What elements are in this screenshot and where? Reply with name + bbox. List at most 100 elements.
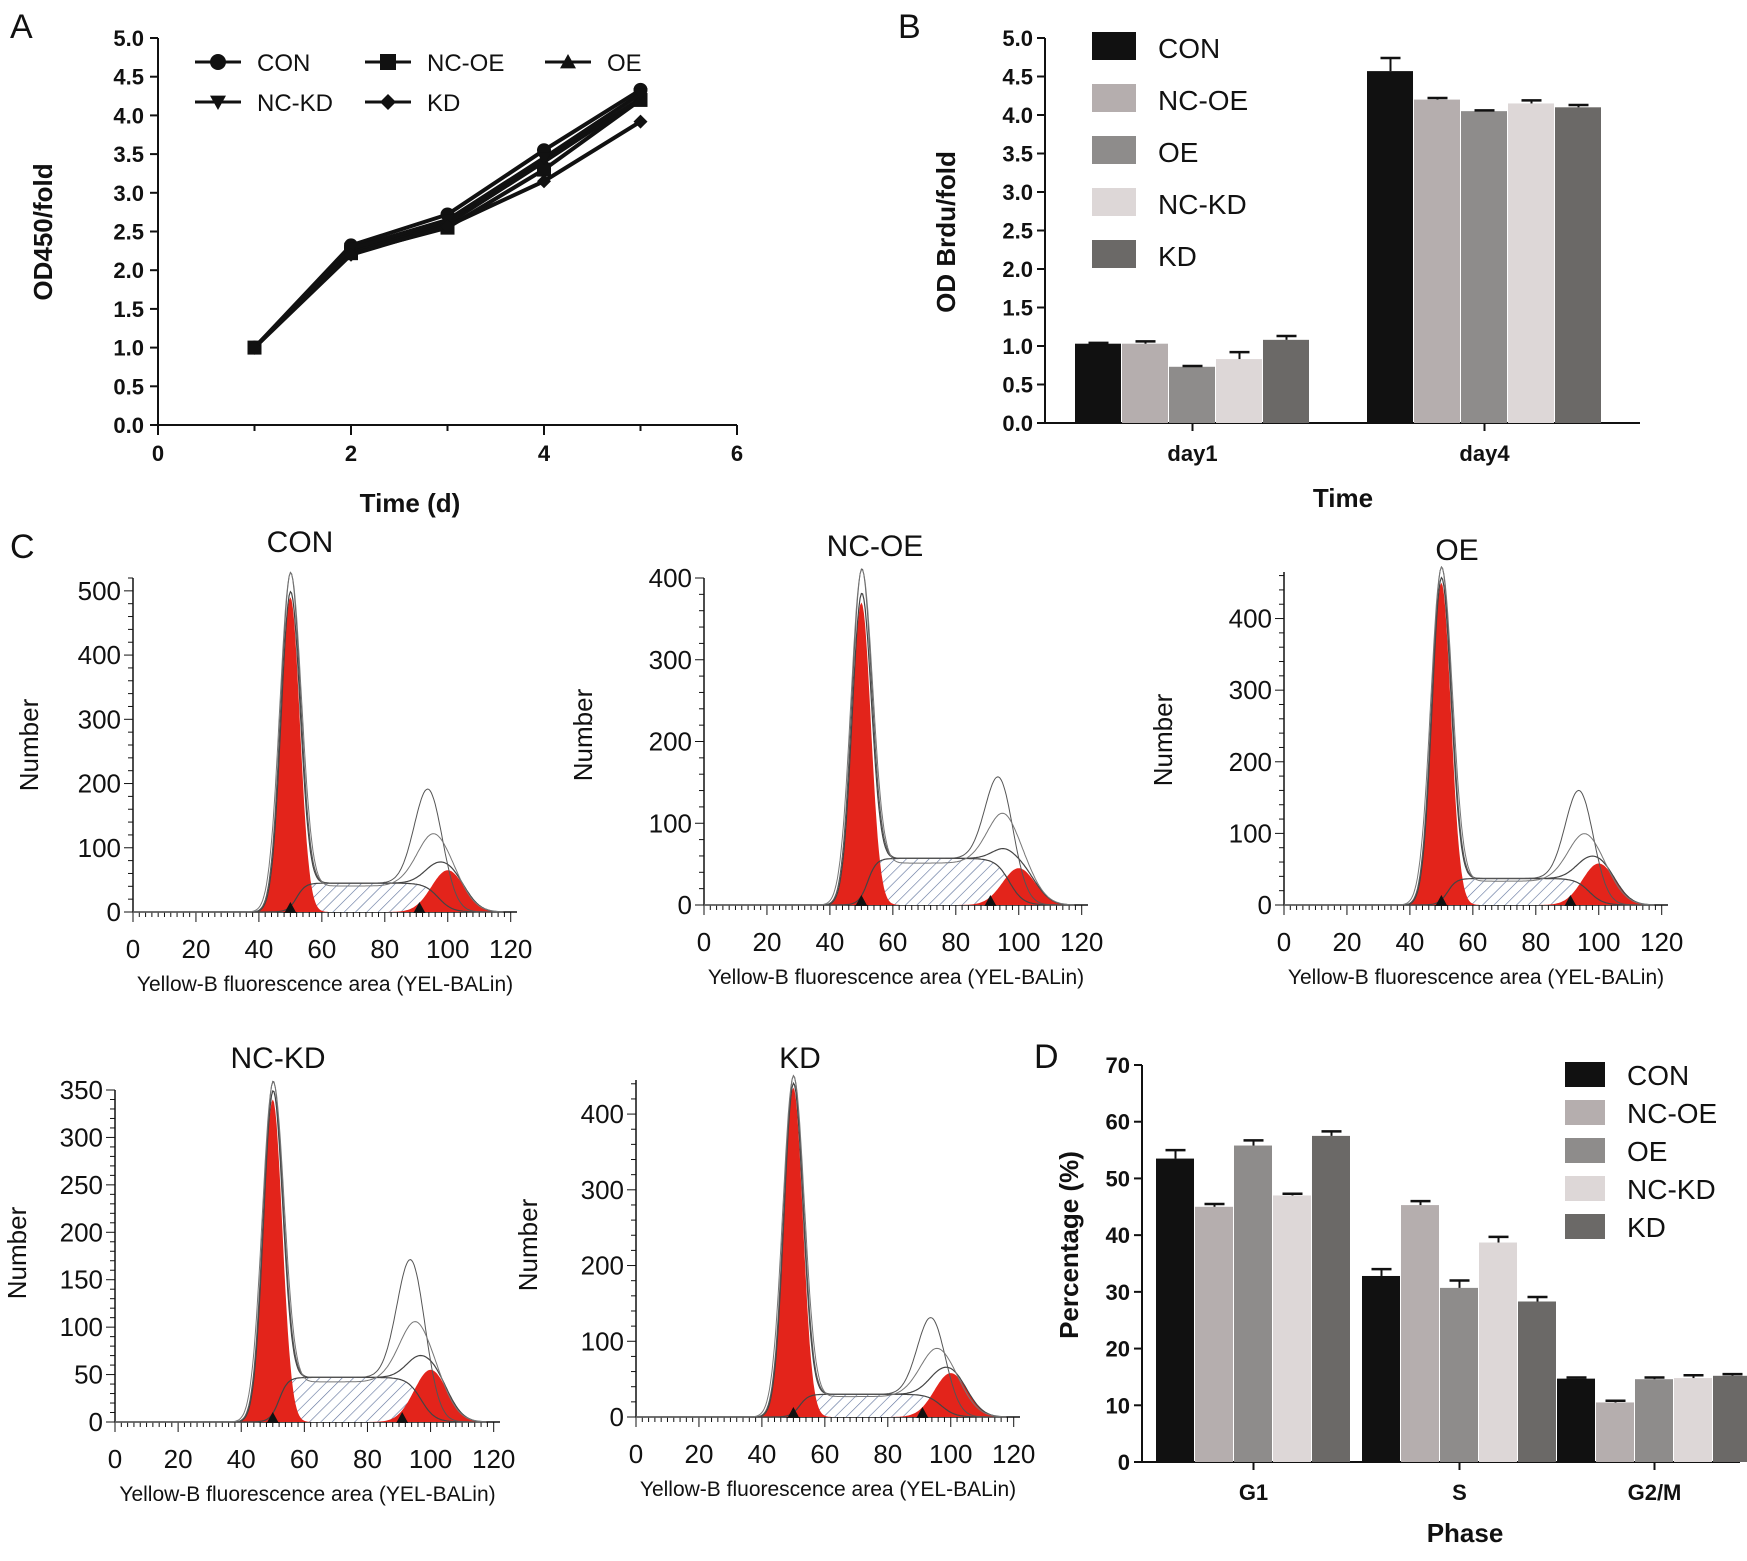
- x-tick-label: 100: [426, 934, 469, 964]
- y-tick-label: 30: [1106, 1280, 1130, 1305]
- y-tick-label: 400: [78, 640, 121, 670]
- y-axis-label: Number: [568, 688, 598, 781]
- bar-nc-oe: [1401, 1205, 1439, 1462]
- y-tick-label: 1.5: [1002, 296, 1033, 321]
- y-axis-label: OD450/fold: [28, 163, 58, 300]
- y-tick-label: 5.0: [113, 26, 144, 51]
- y-tick-label: 50: [74, 1360, 103, 1390]
- y-tick-label: 3.0: [1002, 180, 1033, 205]
- data-curve: [133, 571, 504, 913]
- data-curve: [1284, 565, 1655, 906]
- legend: CON NC-OE OE NC-KD KD: [195, 50, 642, 117]
- y-tick-label: 300: [78, 704, 121, 734]
- x-tick-label: 80: [941, 927, 970, 957]
- bars: [1075, 56, 1601, 424]
- data-point-kd: [440, 219, 455, 234]
- y-tick-label: 100: [60, 1312, 103, 1342]
- data-point-nc-kd: [633, 88, 648, 101]
- y-tick-label: 0: [610, 1402, 624, 1432]
- x-tick-label: 40: [227, 1444, 256, 1474]
- y-tick-label: 200: [581, 1251, 624, 1281]
- histogram-title: KD: [779, 1042, 821, 1075]
- y-tick-label: 10: [1106, 1393, 1130, 1418]
- marker-circle: [210, 54, 226, 70]
- legend-swatch: [1565, 1176, 1605, 1201]
- y-tick-label: 300: [581, 1175, 624, 1205]
- bar-oe: [1461, 111, 1507, 424]
- histogram-con: CON Number Yellow-B fluorescence area (YEL…: [14, 526, 532, 996]
- x-tick-label: G2/M: [1628, 1480, 1682, 1505]
- x-tick-label: 0: [697, 927, 711, 957]
- x-tick-label: 60: [307, 934, 336, 964]
- x-tick-label: 60: [290, 1444, 319, 1474]
- x-tick-label: 4: [538, 441, 551, 466]
- legend-label: KD: [1627, 1212, 1666, 1243]
- x-tick-label: 100: [997, 927, 1040, 957]
- x-tick-label: 40: [244, 934, 273, 964]
- peak-marker: [1435, 895, 1448, 906]
- x-tick-label: 0: [1277, 927, 1291, 957]
- g1-peak-area: [1403, 582, 1480, 905]
- x-axis-label: Time: [1313, 483, 1373, 513]
- y-tick-label: 4.5: [1002, 65, 1033, 90]
- y-axis-label: Number: [14, 698, 44, 791]
- marker-diamond: [380, 94, 396, 110]
- x-tick-label: 40: [747, 1439, 776, 1469]
- series-group: [247, 82, 648, 355]
- histogram-kd: KD Number Yellow-B fluorescence area (YEL-…: [513, 1042, 1035, 1501]
- panel-label-c: C: [10, 528, 35, 566]
- y-tick-label: 4.5: [113, 65, 144, 90]
- y-tick-label: 400: [1229, 604, 1272, 634]
- peak-marker: [266, 1412, 279, 1423]
- bar-nc-oe: [1414, 99, 1460, 423]
- legend-swatch: [1565, 1100, 1605, 1125]
- y-tick-label: 0: [1118, 1450, 1130, 1475]
- y-tick-label: 3.0: [113, 181, 144, 206]
- bar-con: [1362, 1275, 1400, 1462]
- x-tick-label: 0: [108, 1444, 122, 1474]
- x-tick-label: day4: [1459, 441, 1510, 466]
- marker-triangle-up: [560, 54, 576, 69]
- histogram-nc-oe: NC-OE Number Yellow-B fluorescence area (Y…: [568, 530, 1103, 989]
- y-tick-label: 200: [78, 769, 121, 799]
- x-tick-label: 20: [164, 1444, 193, 1474]
- y-tick-label: 2.0: [1002, 257, 1033, 282]
- x-tick-label: 0: [152, 441, 164, 466]
- x-tick-label: 80: [873, 1439, 902, 1469]
- y-tick-label: 2.5: [1002, 219, 1033, 244]
- g1-peak-area: [823, 602, 900, 905]
- x-tick-label: 0: [126, 934, 140, 964]
- y-tick-label: 3.5: [113, 142, 144, 167]
- panel-label-b: B: [898, 8, 921, 46]
- y-axis-label: Percentage (%): [1054, 1151, 1084, 1339]
- bar-chart-panel-d: 0 10 20 30 40 50 60 70 G1 S G2/M CON NC-OE OE NC-KD KD…: [1054, 1053, 1747, 1548]
- data-point-nc-kd: [537, 152, 551, 165]
- x-tick-label: G1: [1239, 1480, 1268, 1505]
- legend-label: KD: [1158, 241, 1197, 272]
- legend-swatch: [1092, 188, 1136, 216]
- y-tick-label: 400: [581, 1099, 624, 1129]
- peak-marker: [787, 1407, 800, 1418]
- x-tick-label: 120: [1060, 927, 1103, 957]
- x-axis-label: Phase: [1427, 1518, 1504, 1548]
- legend-label: NC-KD: [257, 90, 333, 117]
- legend: CON NC-OE OE NC-KD KD: [1092, 32, 1248, 272]
- y-tick-label: 4.0: [1002, 103, 1033, 128]
- panel-label-d: D: [1034, 1038, 1059, 1076]
- x-tick-label: 20: [1332, 927, 1361, 957]
- panel-label-a: A: [10, 8, 33, 46]
- x-tick-label: 120: [992, 1439, 1035, 1469]
- bar-nc-kd: [1216, 359, 1262, 423]
- histogram-oe: OE Number Yellow-B fluorescence area (YEL-…: [1148, 534, 1683, 989]
- bar-nc-oe: [1596, 1402, 1634, 1462]
- x-axis-label: Time (d): [360, 488, 461, 518]
- y-tick-label: 100: [78, 833, 121, 863]
- bar-nc-kd: [1273, 1195, 1311, 1462]
- x-tick-label: 2: [345, 441, 357, 466]
- legend-label: OE: [1627, 1136, 1667, 1167]
- legend-label: OE: [607, 50, 642, 77]
- x-axis-label: Yellow-B fluorescence area (YEL-BALin): [119, 1483, 495, 1506]
- y-tick-label: 0.5: [1002, 373, 1033, 398]
- data-curve: [636, 1074, 1007, 1418]
